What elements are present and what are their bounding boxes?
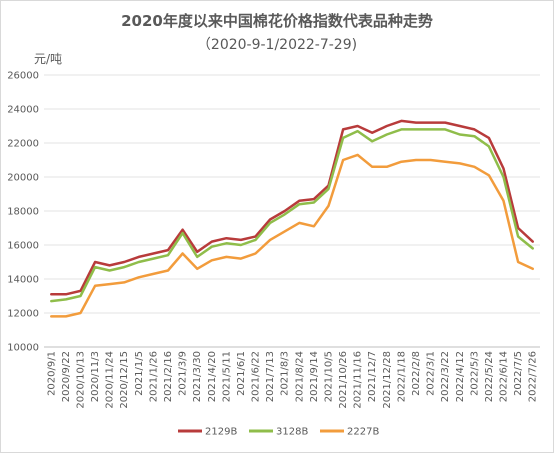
x-tick-label: 2020/10/13 bbox=[75, 351, 86, 409]
x-tick-label: 2022/3/1 bbox=[426, 351, 437, 396]
y-tick-label: 12000 bbox=[7, 309, 39, 320]
x-tick-label: 2021/8/3 bbox=[280, 351, 291, 396]
x-tick-label: 2021/3/30 bbox=[192, 351, 203, 402]
x-tick-label: 2022/4/12 bbox=[455, 351, 466, 402]
y-axis-unit-label: 元/吨 bbox=[34, 52, 63, 66]
x-tick-label: 2020/11/3 bbox=[90, 351, 101, 402]
x-tick-label: 2021/10/26 bbox=[338, 351, 349, 409]
x-tick-label: 2022/5/3 bbox=[469, 351, 480, 396]
y-tick-label: 22000 bbox=[7, 139, 39, 150]
x-tick-label: 2021/12/28 bbox=[382, 351, 393, 409]
y-tick-label: 20000 bbox=[7, 173, 39, 184]
y-tick-label: 14000 bbox=[7, 275, 39, 286]
x-tick-label: 2021/6/1 bbox=[236, 351, 247, 396]
series-line-3128B bbox=[50, 128, 534, 303]
legend-label-2129B: 2129B bbox=[205, 427, 237, 438]
x-tick-label: 2020/12/15 bbox=[119, 351, 130, 409]
series-lines bbox=[50, 119, 534, 318]
series-line-2129B bbox=[50, 119, 534, 296]
x-tick-label: 2020/9/22 bbox=[61, 351, 72, 402]
x-tick-label: 2022/7/5 bbox=[513, 351, 524, 396]
x-tick-label: 2021/7/13 bbox=[265, 351, 276, 402]
x-tick-label: 2021/9/14 bbox=[309, 351, 320, 402]
x-tick-label: 2022/3/22 bbox=[440, 351, 451, 402]
x-tick-label: 2021/2/16 bbox=[163, 351, 174, 402]
series-line-2227B bbox=[50, 153, 534, 318]
x-tick-label: 2020/11/24 bbox=[105, 351, 116, 409]
x-tick-label: 2021/1/5 bbox=[134, 351, 145, 396]
chart-title: 2020年度以来中国棉花价格指数代表品种走势 bbox=[121, 12, 433, 30]
x-tick-label: 2021/8/24 bbox=[294, 351, 305, 402]
x-tick-label: 2021/6/22 bbox=[251, 351, 262, 402]
x-tick-label: 2021/11/16 bbox=[353, 351, 364, 409]
x-tick-label: 2022/7/26 bbox=[528, 351, 539, 402]
x-tick-label: 2022/2/8 bbox=[411, 351, 422, 396]
gridlines bbox=[44, 74, 540, 348]
x-tick-label: 2021/5/11 bbox=[221, 351, 232, 402]
x-tick-label: 2021/4/20 bbox=[207, 351, 218, 402]
x-tick-label: 2022/5/24 bbox=[484, 351, 495, 402]
x-tick-label: 2021/12/7 bbox=[367, 351, 378, 402]
legend: 2129B 3128B 2227B bbox=[178, 427, 379, 438]
x-axis-ticks: 2020/9/1 2020/9/22 2020/10/13 2020/11/3 2020… bbox=[46, 351, 538, 409]
y-tick-label: 18000 bbox=[7, 207, 39, 218]
legend-label-3128B: 3128B bbox=[276, 427, 308, 438]
legend-label-2227B: 2227B bbox=[347, 427, 379, 438]
x-tick-label: 2021/1/26 bbox=[148, 351, 159, 402]
chart-subtitle: （2020-9-1/2022-7-29) bbox=[196, 37, 358, 53]
x-tick-label: 2021/3/9 bbox=[178, 351, 189, 396]
x-tick-label: 2022/6/14 bbox=[499, 351, 510, 402]
y-axis-ticks: 10000 12000 14000 16000 18000 20000 22000 24000… bbox=[7, 71, 39, 354]
y-tick-label: 10000 bbox=[7, 343, 39, 354]
x-tick-label: 2022/1/18 bbox=[396, 351, 407, 402]
x-tick-label: 2020/9/1 bbox=[46, 351, 57, 396]
y-tick-label: 24000 bbox=[7, 105, 39, 116]
y-tick-label: 26000 bbox=[7, 71, 39, 82]
x-tick-label: 2021/10/5 bbox=[323, 351, 334, 402]
y-tick-label: 16000 bbox=[7, 241, 39, 252]
